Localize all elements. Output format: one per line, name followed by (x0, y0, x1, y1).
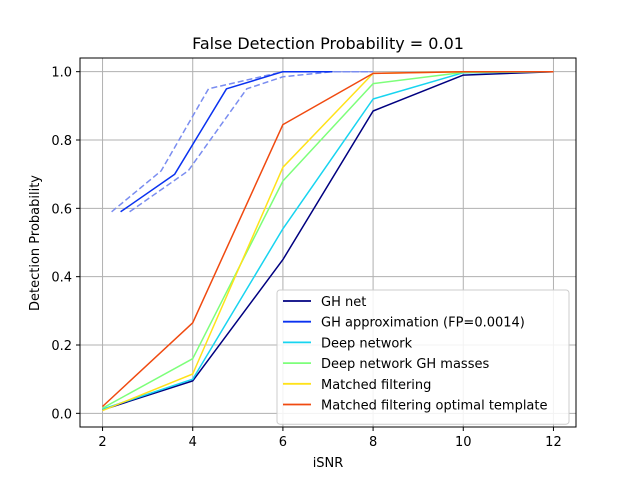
legend: GH net GH approximation (FP=0.0014) Deep n… (276, 289, 570, 425)
band-line (129, 70, 374, 213)
x-tick-label: 8 (369, 435, 377, 450)
series-line (120, 70, 333, 213)
x-tick-label: 10 (455, 435, 472, 450)
y-axis-label: Detection Probability (28, 175, 43, 311)
plot-frame (79, 57, 577, 428)
series-line (102, 70, 554, 411)
legend-label: GH net (321, 295, 366, 310)
x-tick-label: 12 (545, 435, 562, 450)
x-axis-label: iSNR (313, 456, 344, 471)
legend-label: Matched filtering optimal template (321, 399, 548, 414)
y-tick-label: 1.0 (51, 66, 72, 81)
legend-label: GH approximation (FP=0.0014) (321, 316, 525, 331)
x-tick-label: 4 (189, 435, 197, 450)
legend-label: Deep network GH masses (321, 357, 489, 372)
x-tick-label: 6 (279, 435, 287, 450)
series-line (101, 70, 554, 408)
y-tick-label: 0.2 (51, 339, 72, 354)
legend-box (276, 289, 570, 425)
y-tick-label: 0.6 (51, 202, 72, 217)
legend-label: Deep network (321, 336, 413, 351)
confidence-bands (111, 70, 374, 213)
grid (80, 58, 576, 427)
chart-title: False Detection Probability = 0.01 (192, 34, 464, 53)
y-tick-label: 0.0 (51, 407, 72, 422)
y-tick-label: 0.4 (51, 271, 72, 286)
series-lines (101, 70, 554, 412)
x-tick-label: 2 (98, 435, 106, 450)
y-tick-label: 0.8 (51, 134, 72, 149)
axis-ticks: 2 4 6 8 10 12 0.0 0.2 0.4 0.6 0.8 1.0 (51, 66, 561, 450)
legend-label: Matched filtering (321, 378, 431, 393)
